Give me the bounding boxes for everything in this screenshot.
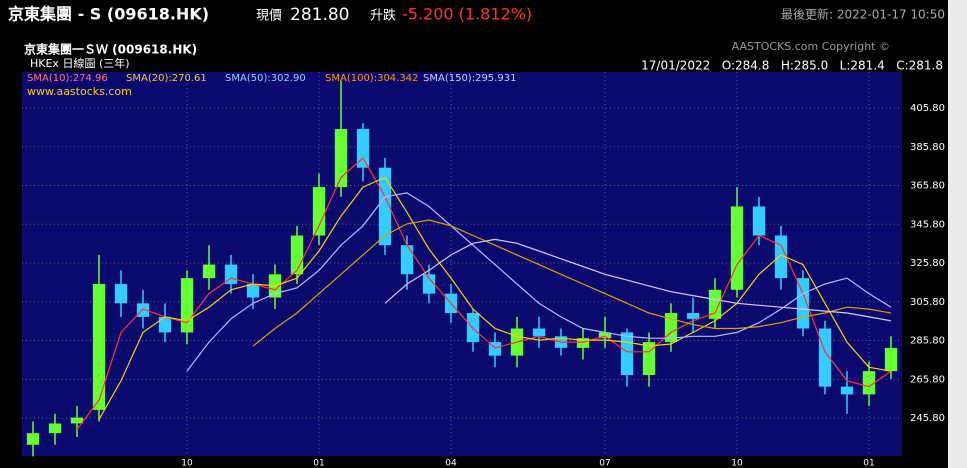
legend-entry: SMA(150):295.931 [423,73,516,84]
candle-body [26,433,40,445]
candle-body [708,289,722,319]
candle-body [334,128,348,188]
candle-body [840,386,854,395]
candle-body [620,332,634,376]
candle-body [752,206,766,236]
candle-body [290,235,304,275]
candle-body [774,235,788,279]
candle-body [202,264,216,279]
stock-title: 京東集團 - S (09618.HK) [8,5,209,24]
candle-body [466,313,480,343]
candle-body [136,303,150,317]
y-tick-label: 305.80 [910,297,945,308]
candle-body [730,206,744,290]
y-tick-label: 265.80 [910,374,945,385]
candle-body [862,371,876,395]
candle-body [158,316,172,333]
y-tick-label: 385.80 [910,142,945,153]
x-tick-label: 10 [181,459,193,468]
candle-body [400,245,414,275]
candle-body [576,338,590,348]
candle-body [356,128,370,168]
candle-body [422,274,436,294]
legend-entry: SMA(10):274.96 [27,73,108,84]
candle-body [114,283,128,304]
quote: 17/01/2022 O:284.8 H:285.0 L:281.4 C:281… [641,59,943,73]
legend-entry: SMA(50):302.90 [225,73,306,84]
y-tick-label: 245.80 [910,413,945,424]
candle-body [70,417,84,424]
y-tick-label: 365.80 [910,181,945,192]
x-tick-label: 04 [445,459,457,468]
candle-body [884,347,898,372]
candle-body [378,167,392,246]
x-tick-label: 01 [863,459,874,468]
chart-subtitle: HKEx 日線圖 (三年) [30,56,130,70]
x-tick-label: 07 [599,459,610,468]
y-tick-label: 345.80 [910,219,945,230]
sma-line [384,238,892,322]
source: www.aastocks.com [27,85,132,98]
y-tick-label: 405.80 [910,103,945,114]
x-tick-label: 10 [731,459,743,468]
sma-line [186,192,892,372]
sma-line [98,176,892,420]
candle-body [642,342,656,376]
price: 281.80 [290,5,349,25]
sma-line [76,157,892,430]
y-tick-label: 285.80 [910,336,945,347]
candle-body [246,283,260,298]
legend-entry: SMA(20):270.61 [126,73,207,84]
candle-body [48,423,62,434]
candle-body [532,328,546,337]
candle-body [598,332,612,339]
change-label: 升跌 [370,8,396,24]
sma-line [252,219,892,347]
copyright: AASTOCKS.com Copyright © [732,40,890,53]
legend-entry: SMA(100):304.342 [325,73,418,84]
updated: 最後更新: 2022-01-17 10:50 [781,7,945,22]
change: -5.200 (1.812%) [402,5,532,24]
chart-title: 京東集團一ＳＷ (009618.HK) [24,42,197,57]
candle-body [686,313,700,319]
y-tick-label: 325.80 [910,258,945,269]
plot-area [22,72,902,456]
candle-body [312,187,326,236]
candle-body [92,283,106,410]
candle-body [180,278,194,333]
price-label: 現價 [256,9,282,24]
x-tick-label: 01 [313,459,324,468]
